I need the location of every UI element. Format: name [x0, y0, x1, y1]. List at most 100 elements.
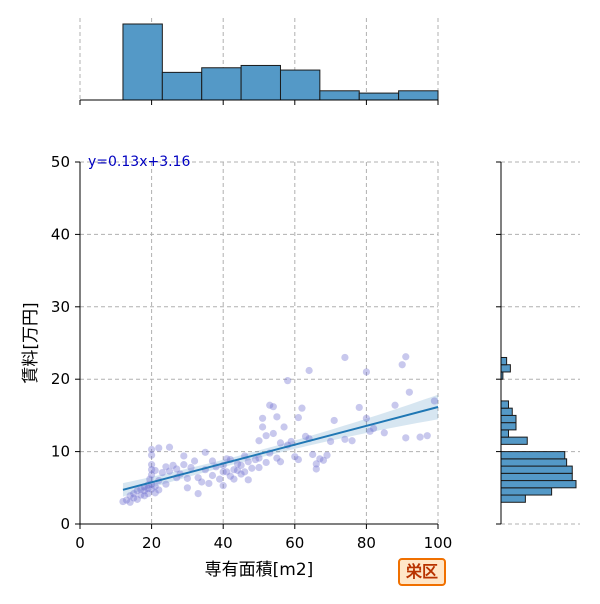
x-tick-label: 80 [357, 534, 376, 552]
scatter-point [223, 455, 231, 463]
scatter-point [126, 492, 134, 500]
scatter-point [287, 437, 295, 446]
scatter-point [416, 433, 424, 441]
scatter-point [273, 454, 281, 462]
scatter-point [319, 456, 328, 464]
scatter-point [198, 478, 206, 486]
scatter-point [305, 366, 313, 375]
scatter-point [130, 489, 138, 498]
scatter-point [230, 475, 238, 483]
y-tick-label: 20 [51, 370, 70, 388]
right-hist-bar [500, 436, 528, 445]
scatter-point [262, 432, 270, 440]
scatter-point [298, 404, 306, 412]
scatter-point [244, 476, 252, 484]
scatter-point [190, 457, 199, 465]
scatter-point [323, 451, 331, 459]
top-hist-bar [122, 23, 163, 101]
top-hist-bar [240, 64, 281, 101]
regression-line [122, 406, 439, 491]
scatter-point [233, 466, 242, 475]
scatter-point [327, 437, 335, 446]
y-tick-label: 0 [60, 515, 70, 533]
scatter-point [144, 484, 152, 493]
scatter-point [316, 455, 324, 463]
scatter-point [402, 434, 410, 442]
scatter-point [155, 444, 163, 452]
scatter-point [187, 463, 195, 472]
y-tick-label: 10 [51, 443, 70, 461]
right-hist-bar [500, 458, 568, 467]
right-hist-bar [500, 429, 509, 438]
scatter-point [423, 432, 431, 440]
scatter-point [140, 492, 149, 500]
scatter-point [241, 468, 249, 476]
scatter-point [391, 401, 399, 409]
scatter-point [330, 416, 338, 425]
right-hist-bar [500, 472, 573, 482]
scatter-point [165, 443, 174, 451]
scatter-point [180, 461, 188, 469]
scatter-point [244, 458, 252, 466]
scatter-point [223, 468, 231, 476]
regression-confidence-band [122, 394, 439, 497]
scatter-point [266, 401, 274, 409]
scatter-point [219, 482, 227, 490]
scatter-point [269, 403, 277, 411]
scatter-point [255, 454, 263, 462]
scatter-point [162, 480, 170, 488]
scatter-point [233, 460, 242, 468]
scatter-point [341, 435, 349, 443]
scatter-point [151, 482, 159, 490]
scatter-point [133, 495, 141, 503]
right-hist-bar [500, 414, 517, 424]
scatter-point [148, 471, 156, 479]
scatter-point [405, 388, 413, 396]
scatter-point [284, 377, 292, 385]
right-hist-bar [500, 480, 577, 489]
scatter-point [151, 466, 159, 475]
scatter-point [140, 487, 149, 495]
right-hist-bar [500, 400, 509, 409]
right-hist-bar [500, 407, 513, 416]
scatter-point [262, 458, 270, 467]
scatter-point [148, 485, 156, 493]
y-tick-label: 30 [51, 298, 70, 316]
x-axis-label: 専有面積[m2] [205, 560, 314, 580]
top-hist-bar [279, 69, 321, 101]
scatter-point [294, 413, 302, 422]
scatter-point [269, 429, 277, 438]
y-tick-label: 40 [51, 225, 70, 243]
regression-equation: y=0.13x+3.16 [88, 154, 190, 170]
scatter-point [122, 496, 131, 504]
scatter-point [255, 463, 263, 472]
scatter-point [430, 397, 439, 405]
scatter-point [276, 439, 285, 447]
top-hist-bar [358, 92, 400, 101]
scatter-point [216, 475, 224, 483]
scatter-point [146, 475, 154, 483]
scatter-point [208, 471, 217, 480]
scatter-point [208, 457, 217, 465]
scatter-point [148, 451, 156, 459]
x-tick-label: 40 [214, 534, 233, 552]
scatter-point [180, 452, 188, 460]
scatter-point [251, 455, 260, 464]
scatter-point [230, 466, 238, 474]
scatter-point [402, 353, 410, 361]
scatter-point [162, 463, 170, 471]
scatter-point [312, 465, 320, 473]
scatter-point [312, 460, 320, 468]
scatter-point [237, 470, 245, 478]
scatter-point [126, 498, 134, 506]
scatter-point [219, 468, 227, 476]
scatter-point [137, 491, 145, 499]
x-tick-label: 0 [75, 534, 85, 552]
scatter-point [380, 429, 388, 437]
y-tick-label: 50 [51, 153, 70, 171]
scatter-point [255, 437, 263, 445]
x-tick-label: 60 [285, 534, 304, 552]
scatter-point [165, 467, 174, 475]
